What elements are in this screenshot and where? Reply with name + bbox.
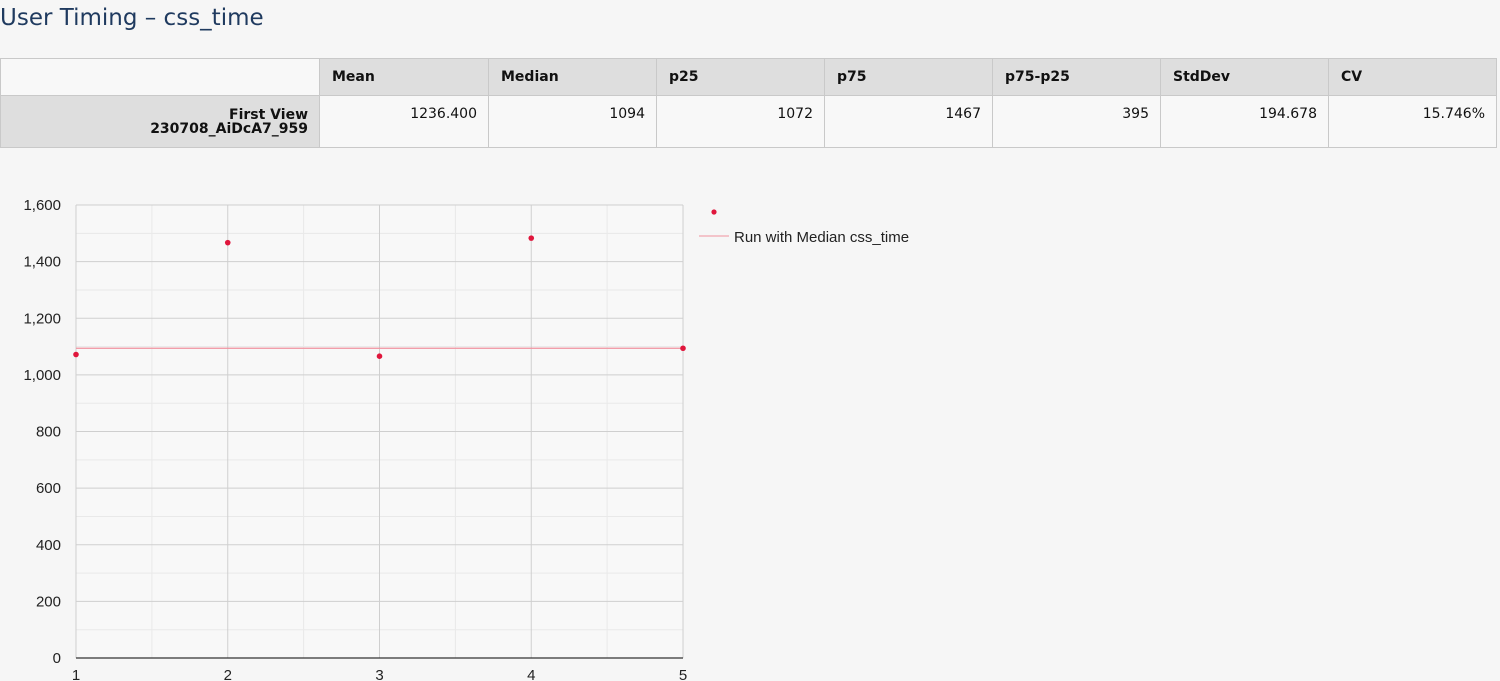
cell-cv: 15.746% bbox=[1328, 95, 1497, 148]
data-point bbox=[528, 235, 535, 241]
cell-iqr: 395 bbox=[992, 95, 1161, 148]
page-title: User Timing – css_time bbox=[0, 5, 264, 31]
y-tick-label: 800 bbox=[36, 424, 61, 441]
header-stddev: StdDev bbox=[1160, 58, 1329, 96]
y-tick-label: 400 bbox=[36, 537, 61, 554]
legend-label-median: Run with Median css_time bbox=[734, 229, 909, 246]
x-tick-label: 5 bbox=[679, 667, 687, 681]
header-mean: Mean bbox=[319, 58, 489, 96]
row-label-test-id: 230708_AiDcA7_959 bbox=[150, 121, 308, 137]
x-tick-label: 4 bbox=[527, 667, 535, 681]
cell-stddev: 194.678 bbox=[1160, 95, 1329, 148]
scatter-chart: 0 200 400 600 800 1,000 1,200 1,400 1,600 1 2 3 4 5 R… bbox=[23, 197, 909, 681]
y-tick-label: 1,200 bbox=[23, 310, 61, 327]
cell-p75: 1467 bbox=[824, 95, 993, 148]
data-point bbox=[680, 345, 686, 352]
row-label: First View 230708_AiDcA7_959 bbox=[0, 95, 320, 148]
legend-marker-runs bbox=[711, 209, 717, 215]
chart-axes: 0 200 400 600 800 1,000 1,200 1,400 1,600 1 2 3 4 5 bbox=[23, 197, 687, 681]
y-tick-label: 200 bbox=[36, 593, 61, 610]
data-point bbox=[376, 353, 383, 359]
stats-table: Mean Median p25 p75 p75-p25 StdDev CV Fi… bbox=[0, 58, 1497, 148]
header-corner bbox=[0, 58, 320, 96]
cell-p25: 1072 bbox=[656, 95, 825, 148]
cell-mean: 1236.400 bbox=[319, 95, 489, 148]
chart-grid bbox=[75, 204, 684, 658]
chart-legend: Run with Median css_time bbox=[699, 209, 909, 246]
stats-header-row: Mean Median p25 p75 p75-p25 StdDev CV bbox=[0, 58, 1497, 96]
x-tick-label: 2 bbox=[224, 667, 232, 681]
header-cv: CV bbox=[1328, 58, 1497, 96]
y-tick-label: 1,600 bbox=[23, 197, 61, 214]
x-tick-label: 3 bbox=[375, 667, 383, 681]
header-p75: p75 bbox=[824, 58, 993, 96]
y-tick-label: 0 bbox=[53, 650, 61, 667]
chart-series bbox=[73, 235, 686, 359]
table-row: First View 230708_AiDcA7_959 1236.400 10… bbox=[0, 95, 1497, 148]
header-median: Median bbox=[488, 58, 657, 96]
header-iqr: p75-p25 bbox=[992, 58, 1161, 96]
y-tick-label: 1,400 bbox=[23, 254, 61, 271]
y-tick-label: 1,000 bbox=[23, 367, 61, 384]
header-p25: p25 bbox=[656, 58, 825, 96]
x-tick-label: 1 bbox=[72, 667, 80, 681]
cell-median: 1094 bbox=[488, 95, 657, 148]
data-point bbox=[73, 351, 79, 358]
row-label-view: First View bbox=[229, 107, 308, 123]
data-point bbox=[224, 239, 231, 246]
y-tick-label: 600 bbox=[36, 480, 61, 497]
